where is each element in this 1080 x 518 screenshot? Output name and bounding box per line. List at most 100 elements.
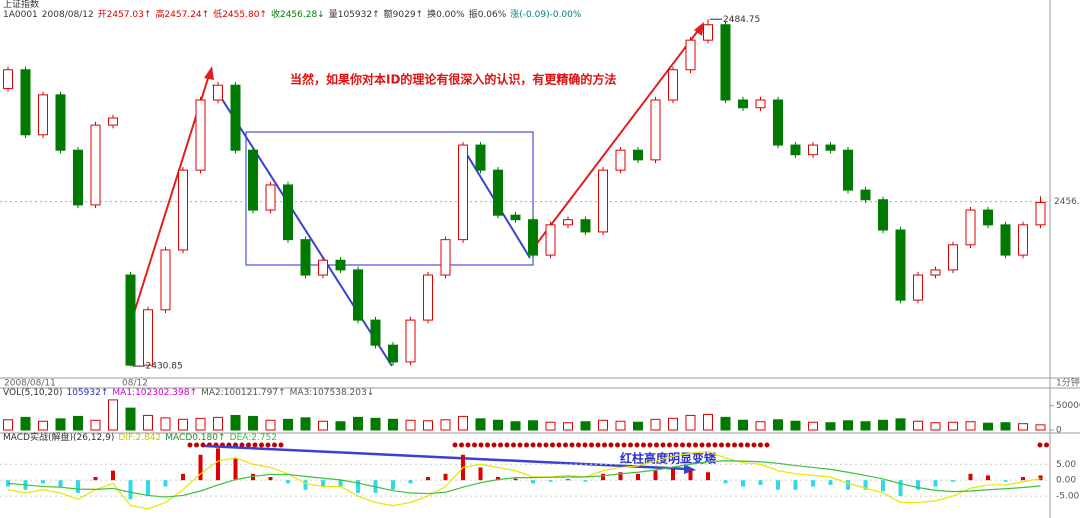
volume-bar bbox=[230, 414, 241, 431]
volume-bar bbox=[160, 417, 171, 431]
volume-bar bbox=[440, 419, 451, 431]
volume-bar bbox=[388, 418, 398, 431]
time-label: 08/12 bbox=[122, 379, 148, 389]
candle-body bbox=[703, 24, 713, 41]
volume-bar bbox=[143, 414, 153, 431]
candle-body bbox=[580, 219, 591, 233]
candle-body bbox=[510, 214, 521, 221]
candle-body bbox=[125, 274, 136, 366]
candle-body bbox=[458, 144, 468, 241]
header-item: 1A0001 bbox=[3, 10, 38, 20]
candle-body bbox=[528, 219, 538, 256]
candle-body bbox=[1000, 224, 1011, 256]
volume-bar bbox=[913, 420, 923, 431]
candle-body bbox=[545, 224, 556, 256]
header-item: MA2:100121.797↑ bbox=[201, 388, 286, 398]
y-tick-label: -5.00 bbox=[1056, 492, 1080, 502]
volume-bar bbox=[685, 414, 696, 431]
volume-bar bbox=[493, 419, 503, 431]
header-item: MA3:107538.203↓ bbox=[289, 388, 375, 398]
volume-bar bbox=[300, 417, 311, 431]
candle-body bbox=[248, 149, 258, 211]
candle-body bbox=[808, 144, 818, 156]
volume-bar bbox=[983, 422, 993, 431]
volume-bar bbox=[475, 418, 486, 431]
macd-header: MACD实战(解盘)(26,12,9) DIF:2.842 MACD0.180↑ DE… bbox=[3, 433, 281, 444]
candle-body bbox=[650, 99, 661, 161]
candle-body bbox=[668, 69, 678, 101]
candle-body bbox=[1035, 201, 1046, 226]
candle-body bbox=[895, 229, 906, 301]
consolidation-box bbox=[245, 131, 534, 266]
candle-body bbox=[720, 24, 731, 101]
candle-body bbox=[755, 99, 766, 109]
candle-body bbox=[370, 319, 381, 346]
volume-bar bbox=[283, 418, 293, 431]
trend-arrow bbox=[534, 27, 701, 247]
extreme-label: 2430.85 bbox=[146, 362, 183, 372]
candle-body bbox=[965, 209, 976, 246]
candle-body bbox=[843, 149, 853, 191]
volume-bar bbox=[843, 420, 853, 431]
volume-bar bbox=[895, 418, 906, 431]
header-item: 低2455.80↑ bbox=[213, 10, 267, 20]
candle-body bbox=[178, 169, 188, 251]
volume-bar bbox=[528, 420, 538, 431]
candle-body bbox=[773, 99, 783, 146]
header-item: 换0.00% bbox=[427, 10, 465, 20]
volume-bar bbox=[615, 420, 626, 431]
candle-body bbox=[1018, 224, 1028, 256]
candle-body bbox=[55, 94, 66, 151]
volume-bar bbox=[878, 419, 888, 431]
chart-title: 上证指数 bbox=[3, 0, 40, 10]
divergence-arrow bbox=[204, 444, 689, 471]
y-tick-label: 0.00 bbox=[1056, 476, 1076, 486]
volume-bar bbox=[948, 421, 958, 431]
volume-bar bbox=[265, 419, 276, 431]
volume-bar bbox=[335, 421, 346, 431]
candle-body bbox=[825, 144, 836, 151]
volume-bar bbox=[213, 416, 223, 431]
header-item: MACD实战(解盘)(26,12,9) bbox=[3, 433, 115, 443]
candle-body bbox=[930, 269, 941, 276]
volume-bar bbox=[370, 417, 381, 431]
arrow-head bbox=[204, 66, 214, 80]
arrow-head bbox=[694, 22, 704, 36]
volume-bar bbox=[790, 420, 801, 431]
volume-bar bbox=[755, 421, 766, 431]
volume-bar bbox=[930, 422, 941, 431]
volume-bar bbox=[55, 418, 66, 431]
candle-body bbox=[405, 319, 416, 363]
volume-bar bbox=[720, 416, 731, 431]
header-item: 2008/08/12 bbox=[41, 10, 94, 20]
header-item: DEA:2.752 bbox=[229, 433, 277, 443]
candle-body bbox=[353, 269, 363, 321]
volume-bar bbox=[563, 422, 573, 431]
header-item: MA1:102302.398↑ bbox=[112, 388, 198, 398]
candle-body bbox=[283, 184, 293, 241]
candle-body bbox=[388, 344, 398, 363]
candle-body bbox=[878, 199, 888, 231]
candle-body bbox=[563, 219, 573, 226]
volume-bar bbox=[423, 420, 433, 431]
candle-body bbox=[300, 239, 311, 276]
extreme-label: 2484.75 bbox=[723, 15, 760, 25]
volume-bar bbox=[703, 413, 713, 431]
quote-line: 1A0001 2008/08/12 开2457.03↑ 高2457.24↑ 低2455.… bbox=[3, 10, 585, 21]
header-item: 量105932↑ bbox=[328, 10, 380, 20]
volume-bar bbox=[965, 421, 976, 431]
volume-bar bbox=[20, 416, 31, 431]
candle-body bbox=[615, 149, 626, 171]
volume-bar bbox=[178, 418, 188, 431]
header-item: 涨(-0.09)-0.00% bbox=[510, 10, 582, 20]
dea-line bbox=[7, 460, 1041, 498]
header-item: 额9029↑ bbox=[383, 10, 424, 20]
candle-body bbox=[790, 144, 801, 156]
y-tick-label: 0 bbox=[1056, 426, 1062, 436]
candle-body bbox=[335, 259, 346, 271]
volume-bar bbox=[318, 420, 328, 431]
y-tick-label: 5.00 bbox=[1056, 460, 1076, 470]
volume-bar bbox=[73, 415, 83, 431]
volume-bar bbox=[90, 419, 101, 431]
